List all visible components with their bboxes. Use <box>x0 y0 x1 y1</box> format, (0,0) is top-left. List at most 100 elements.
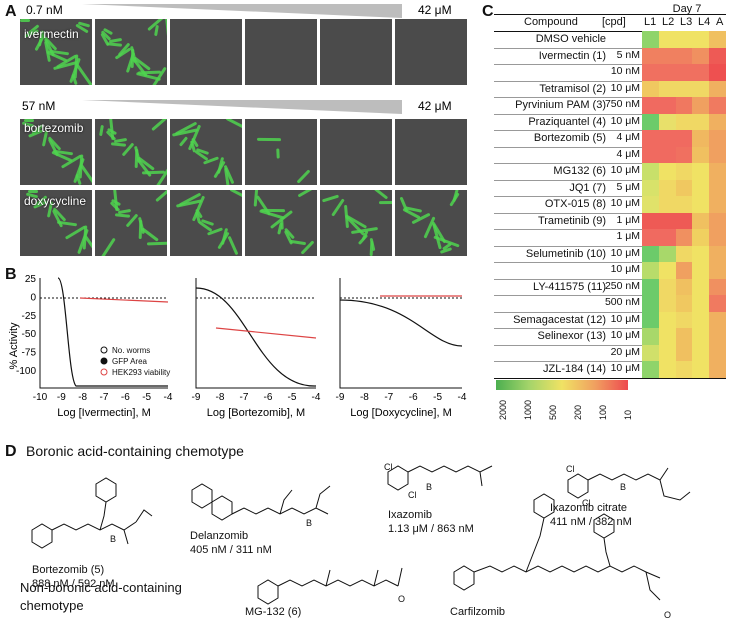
row-divider <box>494 262 642 263</box>
heatmap-cell <box>658 47 676 64</box>
worm-shape <box>20 19 30 22</box>
heatmap-cell <box>658 31 676 48</box>
carfilzomib-phenyl-1 <box>533 493 555 519</box>
heatmap-cell <box>675 80 693 97</box>
panel-b-ylabel: % Activity <box>8 322 20 370</box>
heatmap-cell <box>658 179 676 196</box>
worm-shape <box>99 237 116 256</box>
heatmap-cell <box>709 113 727 130</box>
heatmap-cell <box>709 311 727 328</box>
heatmap-cell <box>709 196 727 213</box>
heatmap-cell <box>692 344 710 361</box>
worm-shape <box>256 137 282 142</box>
legend-label: HEK293 viability <box>112 368 170 377</box>
micrograph-tile <box>95 190 167 256</box>
micrograph-tile <box>170 19 242 85</box>
heatmap-cell <box>658 361 676 378</box>
delanzomib-phenyl <box>191 483 213 509</box>
heatmap-cell <box>709 245 727 262</box>
compound-name: DMSO vehicle <box>535 33 606 45</box>
heatmap-cell <box>675 344 693 361</box>
scale-tick-label: 2000 <box>498 399 508 420</box>
x-tick-label: -10 <box>33 392 48 403</box>
scale-bar <box>25 85 43 87</box>
compound-name: Praziquantel (4) <box>528 115 606 128</box>
bortezomib-name: Bortezomib (5) <box>32 564 105 576</box>
heatmap-cell <box>709 344 727 361</box>
worm-shape <box>225 119 242 131</box>
heatmap-cell <box>642 311 659 328</box>
heatmap-cell <box>642 146 659 163</box>
y-tick-label: -100 <box>16 366 36 377</box>
axis-frame <box>39 278 168 389</box>
heatmap-cell <box>642 229 659 246</box>
row-divider <box>494 179 642 181</box>
worm-shape <box>155 166 167 185</box>
heatmap-cell <box>709 361 727 378</box>
row-divider <box>494 163 642 164</box>
micrograph-tile <box>320 190 392 256</box>
x-tick-label: -6 <box>121 392 130 403</box>
delanzomib-value: 405 nM / 311 nM <box>190 544 272 556</box>
svg-text:Cl: Cl <box>566 464 575 474</box>
heatmap-cell <box>675 31 693 48</box>
micrograph-tile <box>245 190 317 256</box>
micrograph-tile <box>320 119 392 185</box>
panel-label-d: D <box>5 443 17 460</box>
heatmap-cell <box>709 64 727 81</box>
x-tick-label: -7 <box>100 392 109 403</box>
heatmap-cell <box>642 31 659 48</box>
heatmap-cell <box>642 97 659 114</box>
worm-shape <box>331 198 346 217</box>
y-tick-label: 25 <box>25 274 37 285</box>
heatmap-cell <box>675 295 693 312</box>
worm-shape <box>111 142 127 147</box>
heatmap-cell <box>709 212 727 229</box>
heatmap-table: Compound [cpd] L1 L2 L3 L4 A DMSO vehicle Iverme… <box>494 14 727 379</box>
row-divider <box>494 80 642 82</box>
citrate-dichlorophenyl-ring <box>567 473 589 499</box>
x-axis-label: Log [Bortezomib], M <box>207 407 305 419</box>
heatmap-cell <box>675 113 693 130</box>
heatmap-cell <box>692 196 710 213</box>
compound-name: OTX-015 (8) <box>544 198 606 210</box>
concentration: 500 nM <box>604 296 640 308</box>
scale-tick-label: 500 <box>548 404 558 420</box>
hek293-curve <box>79 297 169 303</box>
heatmap-cell <box>692 80 710 97</box>
heatmap-cell <box>642 113 659 130</box>
row-divider <box>494 146 642 148</box>
worm-shape <box>154 24 160 37</box>
compound-name: Trametinib (9) <box>537 214 606 227</box>
ivermectin-label: ivermectin <box>24 27 79 41</box>
worm-shape <box>358 234 369 245</box>
worm-shape <box>141 227 159 242</box>
ixazomib-citrate-name: Ixazomib citrate <box>550 502 628 514</box>
legend-marker <box>100 368 108 376</box>
heatmap-cell <box>692 311 710 328</box>
y-tick-label: -25 <box>22 311 37 322</box>
bortezomib-end-conc: 42 μM <box>418 99 452 113</box>
worm-shape <box>297 190 316 198</box>
concentration: 10 μM <box>610 329 640 341</box>
concentration: 10 μM <box>610 114 640 127</box>
y-tick-label: 0 <box>30 292 36 303</box>
heatmap-cell <box>709 163 727 180</box>
worm-shape <box>28 190 39 193</box>
legend-marker <box>100 346 108 354</box>
concentration: 5 μM <box>616 180 640 193</box>
table-bottom-rule <box>494 377 726 379</box>
header-cell: L1 <box>644 16 657 28</box>
worm-shape <box>379 200 392 205</box>
concentration: 10 μM <box>610 164 640 176</box>
mg132-name: MG-132 (6) <box>245 606 302 618</box>
header-cell: [cpd] <box>602 16 626 28</box>
ixazomib-value: 1.13 μM / 863 nM <box>388 523 474 535</box>
heatmap-cell <box>658 328 676 345</box>
micrograph-tile <box>20 19 92 85</box>
heatmap-title: Day 7 <box>672 3 702 15</box>
ixazomib-citrate-value: 411 nM / 382 nM <box>550 516 632 528</box>
heatmap-cell <box>692 278 710 295</box>
heatmap-cell <box>658 344 676 361</box>
row-divider <box>494 47 642 49</box>
